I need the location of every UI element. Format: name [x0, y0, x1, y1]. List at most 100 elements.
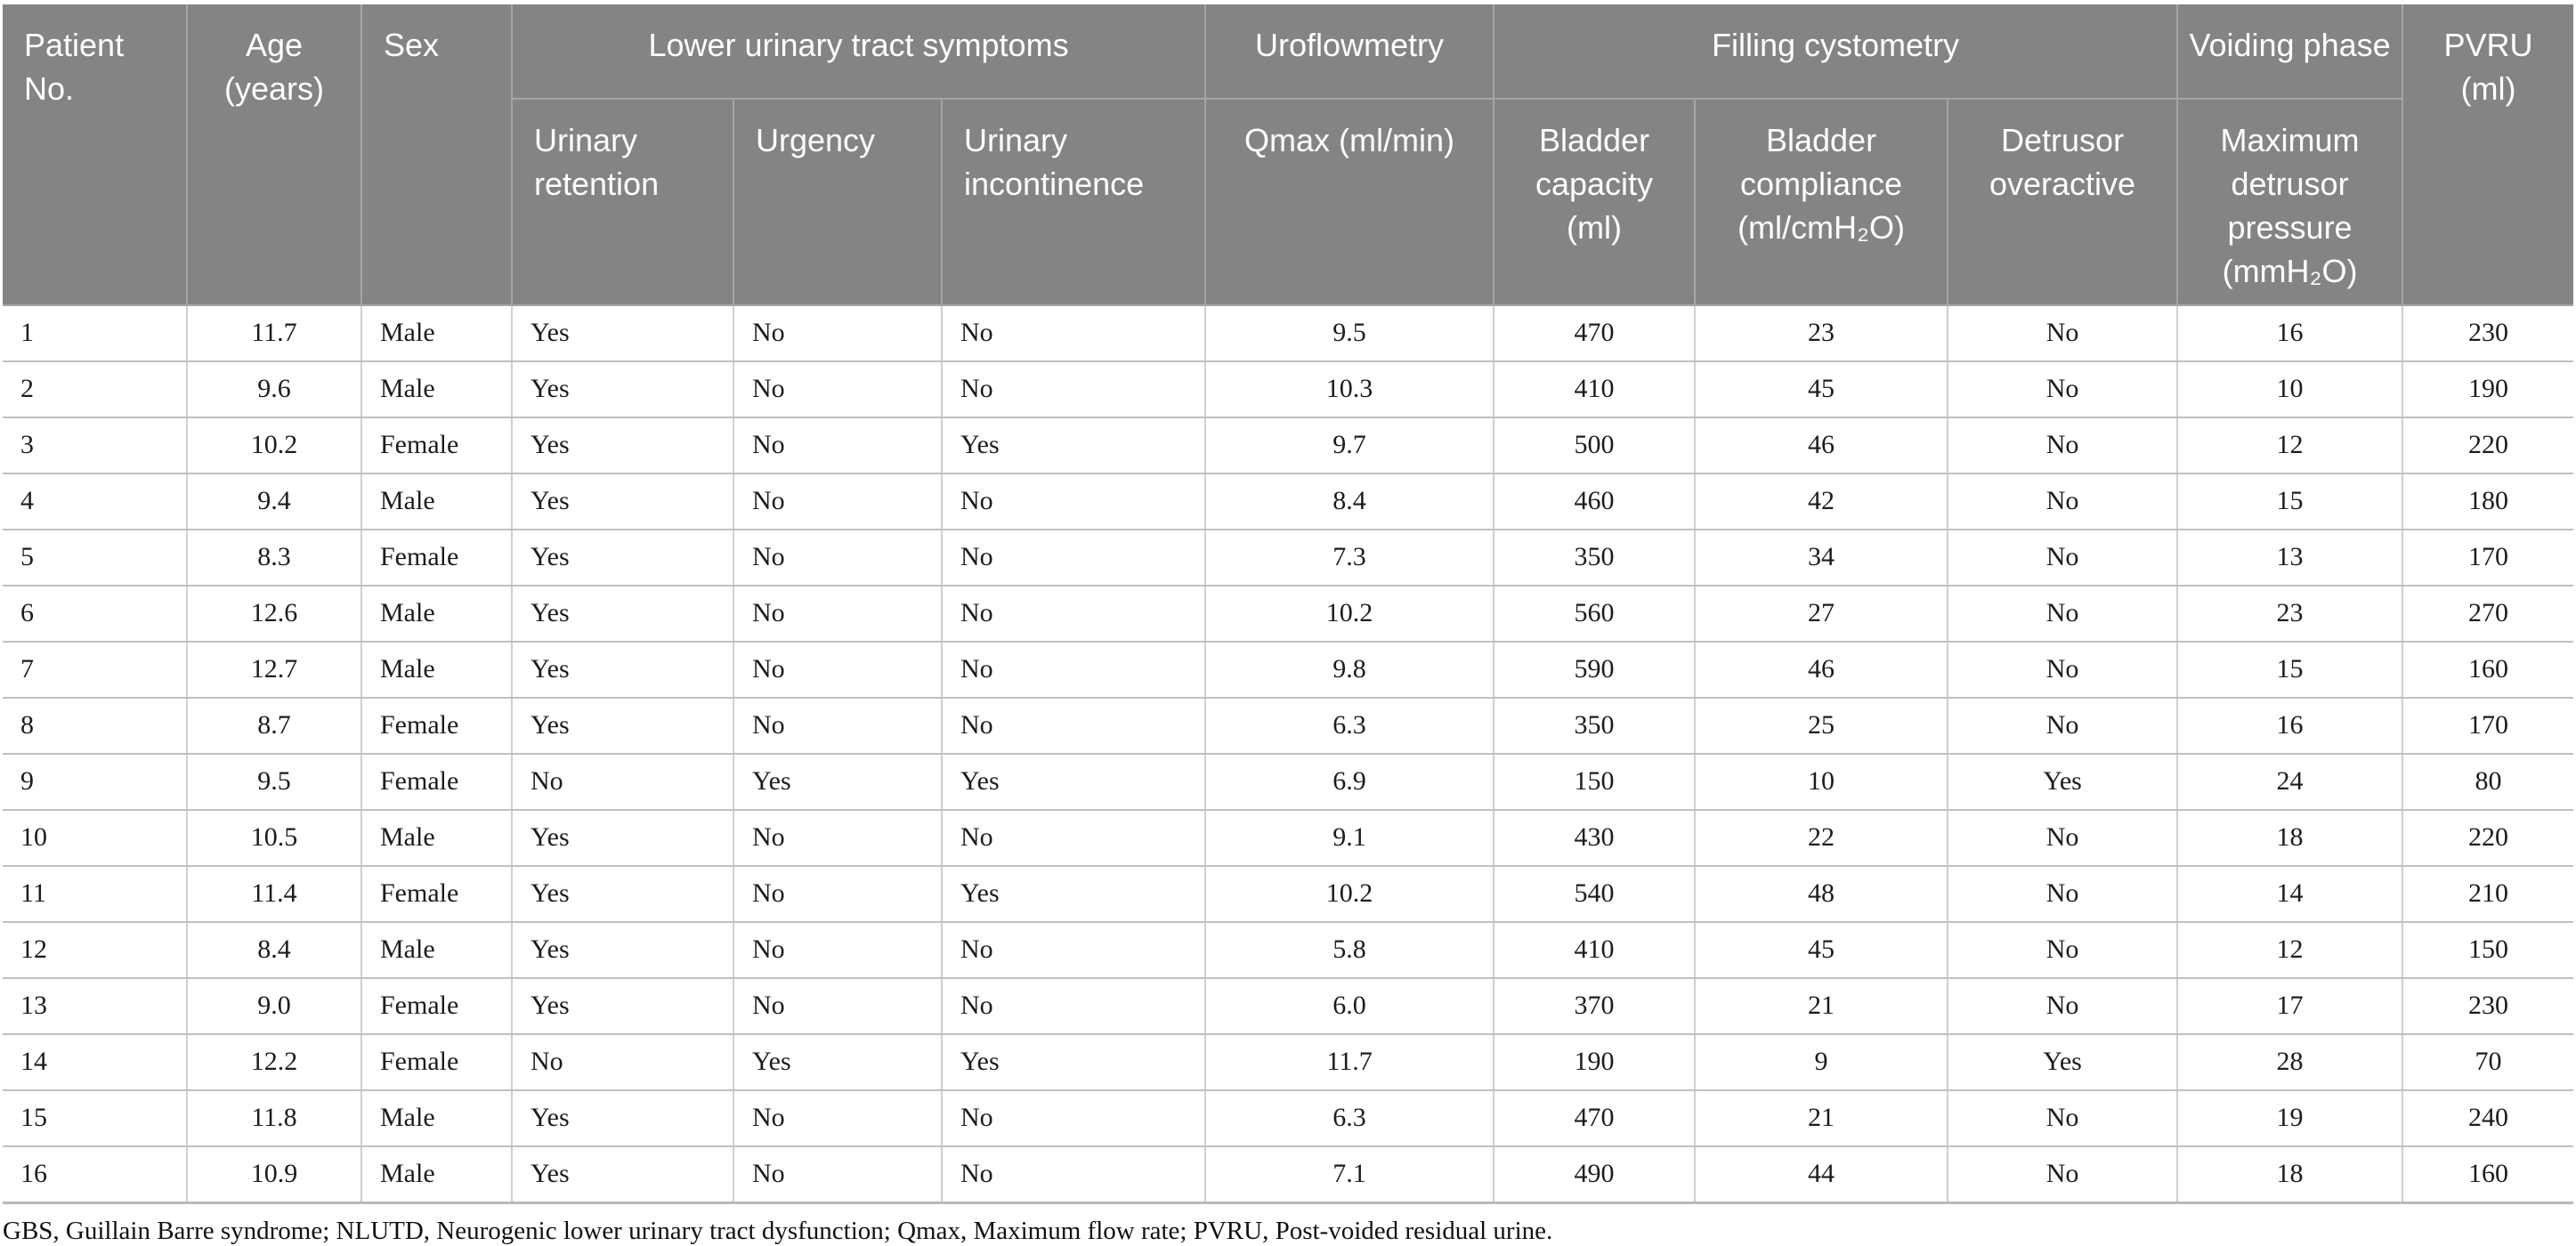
table-row: 12 8.4 Male Yes No No 5.8 410 45 No 12 150 — [3, 921, 2574, 979]
table-row: 5 8.3 Female Yes No No 7.3 350 34 No 13 170 — [3, 529, 2574, 587]
cell-pvru: 170 — [2402, 697, 2574, 755]
cell-max-detrusor-pressure: 16 — [2177, 697, 2404, 755]
cell-pvru: 210 — [2402, 865, 2574, 923]
table-row: 14 12.2 Female No Yes Yes 11.7 190 9 Yes 28 70 — [3, 1033, 2574, 1091]
cell-urinary-incontinence: No — [942, 697, 1207, 755]
cell-bladder-capacity: 350 — [1494, 697, 1697, 755]
cell-detrusor-overactive: No — [1948, 529, 2179, 587]
cell-patient-no: 8 — [3, 697, 188, 755]
cell-max-detrusor-pressure: 15 — [2177, 641, 2404, 699]
table-body: 1 11.7 Male Yes No No 9.5 470 23 No 16 230 2 9.6 Male Y… — [3, 304, 2574, 1204]
cell-detrusor-overactive: No — [1948, 473, 2179, 530]
cell-sex: Male — [361, 585, 513, 643]
cell-pvru: 230 — [2402, 304, 2574, 362]
cell-bladder-capacity: 470 — [1494, 1089, 1697, 1147]
table-row: 4 9.4 Male Yes No No 8.4 460 42 No 15 180 — [3, 473, 2574, 530]
cell-patient-no: 14 — [3, 1033, 188, 1091]
cell-max-detrusor-pressure: 28 — [2177, 1033, 2404, 1091]
patient-data-table: Patient No. Age (years) Sex Lower urinar… — [3, 4, 2574, 1204]
cell-bladder-capacity: 410 — [1494, 921, 1697, 979]
table-row: 15 11.8 Male Yes No No 6.3 470 21 No 19 240 — [3, 1089, 2574, 1147]
cell-bladder-capacity: 190 — [1494, 1033, 1697, 1091]
cell-sex: Male — [361, 473, 513, 530]
cell-qmax: 10.2 — [1205, 585, 1495, 643]
cell-detrusor-overactive: No — [1948, 697, 2179, 755]
cell-patient-no: 15 — [3, 1089, 188, 1147]
cell-urgency: No — [733, 1145, 943, 1204]
cell-urinary-incontinence: No — [942, 304, 1207, 362]
table-row: 7 12.7 Male Yes No No 9.8 590 46 No 15 160 — [3, 641, 2574, 699]
cell-pvru: 180 — [2402, 473, 2574, 530]
cell-bladder-compliance: 21 — [1695, 977, 1949, 1035]
cell-bladder-capacity: 470 — [1494, 304, 1697, 362]
table-row: 2 9.6 Male Yes No No 10.3 410 45 No 10 190 — [3, 360, 2574, 418]
cell-urinary-incontinence: Yes — [942, 1033, 1207, 1091]
cell-sex: Female — [361, 529, 513, 587]
cell-age: 12.6 — [187, 585, 362, 643]
cell-bladder-capacity: 560 — [1494, 585, 1697, 643]
cell-urinary-incontinence: No — [942, 641, 1207, 699]
cell-pvru: 220 — [2402, 809, 2574, 867]
col-group-filling-cystometry: Filling cystometry — [1493, 4, 2179, 100]
col-header-urinary-incontinence: Urinary incontinence — [940, 98, 1207, 306]
col-header-patient-no: Patient No. — [3, 4, 188, 306]
cell-sex: Male — [361, 1089, 513, 1147]
cell-detrusor-overactive: No — [1948, 585, 2179, 643]
cell-max-detrusor-pressure: 12 — [2177, 921, 2404, 979]
cell-urinary-incontinence: No — [942, 921, 1207, 979]
cell-urinary-incontinence: Yes — [942, 753, 1207, 811]
col-header-pvru: PVRU (ml) — [2402, 4, 2574, 306]
cell-urinary-incontinence: No — [942, 360, 1207, 418]
col-header-bladder-compliance: Bladder compliance (ml/cmH₂O) — [1694, 98, 1949, 306]
col-group-uroflowmetry: Uroflowmetry — [1204, 4, 1495, 100]
cell-patient-no: 11 — [3, 865, 188, 923]
cell-age: 10.2 — [187, 417, 362, 474]
cell-bladder-compliance: 9 — [1695, 1033, 1949, 1091]
cell-urinary-retention: Yes — [512, 977, 734, 1035]
cell-urinary-incontinence: No — [942, 977, 1207, 1035]
cell-detrusor-overactive: Yes — [1948, 1033, 2179, 1091]
cell-urinary-retention: Yes — [512, 865, 734, 923]
table-row: 6 12.6 Male Yes No No 10.2 560 27 No 23 270 — [3, 585, 2574, 643]
cell-sex: Male — [361, 641, 513, 699]
col-header-urgency: Urgency — [733, 98, 943, 306]
cell-patient-no: 5 — [3, 529, 188, 587]
cell-bladder-compliance: 42 — [1695, 473, 1949, 530]
cell-urgency: No — [733, 865, 943, 923]
cell-urgency: No — [733, 473, 943, 530]
cell-qmax: 7.3 — [1205, 529, 1495, 587]
cell-age: 9.4 — [187, 473, 362, 530]
cell-sex: Male — [361, 921, 513, 979]
cell-urinary-retention: Yes — [512, 417, 734, 474]
cell-sex: Female — [361, 753, 513, 811]
cell-urgency: No — [733, 417, 943, 474]
col-header-qmax: Qmax (ml/min) — [1204, 98, 1495, 306]
cell-age: 9.0 — [187, 977, 362, 1035]
col-header-bladder-capacity: Bladder capacity (ml) — [1493, 98, 1697, 306]
cell-bladder-capacity: 540 — [1494, 865, 1697, 923]
cell-sex: Female — [361, 865, 513, 923]
cell-patient-no: 13 — [3, 977, 188, 1035]
cell-bladder-compliance: 48 — [1695, 865, 1949, 923]
cell-bladder-capacity: 430 — [1494, 809, 1697, 867]
cell-bladder-compliance: 46 — [1695, 417, 1949, 474]
cell-urinary-retention: Yes — [512, 1089, 734, 1147]
cell-urgency: Yes — [733, 1033, 943, 1091]
cell-qmax: 6.3 — [1205, 697, 1495, 755]
cell-age: 8.3 — [187, 529, 362, 587]
cell-urinary-retention: Yes — [512, 360, 734, 418]
cell-sex: Male — [361, 304, 513, 362]
cell-urgency: No — [733, 977, 943, 1035]
cell-max-detrusor-pressure: 23 — [2177, 585, 2404, 643]
cell-sex: Male — [361, 360, 513, 418]
cell-urinary-incontinence: No — [942, 529, 1207, 587]
cell-urinary-incontinence: Yes — [942, 417, 1207, 474]
cell-max-detrusor-pressure: 10 — [2177, 360, 2404, 418]
cell-bladder-capacity: 150 — [1494, 753, 1697, 811]
cell-age: 11.7 — [187, 304, 362, 362]
col-header-detrusor-overactive: Detrusor overactive — [1947, 98, 2179, 306]
cell-bladder-capacity: 460 — [1494, 473, 1697, 530]
col-header-max-detrusor-pressure: Maximum detrusor pressure (mmH₂O) — [2176, 98, 2404, 306]
cell-pvru: 160 — [2402, 641, 2574, 699]
cell-patient-no: 9 — [3, 753, 188, 811]
